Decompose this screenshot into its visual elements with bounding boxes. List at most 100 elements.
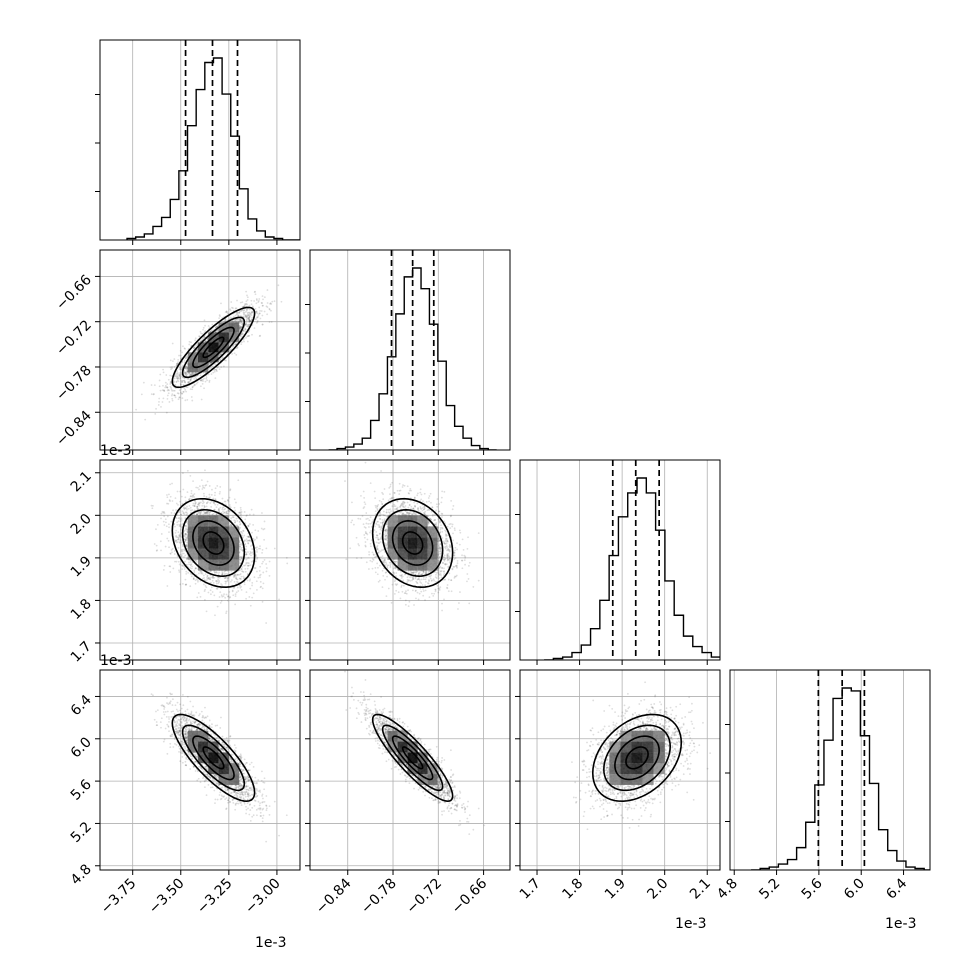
- scatter-point: [188, 380, 191, 383]
- scatter-point: [235, 313, 238, 316]
- scatter-point: [216, 329, 219, 332]
- scatter-point: [188, 561, 190, 564]
- scatter-point: [200, 379, 202, 382]
- scatter-point: [188, 372, 191, 374]
- scatter-point: [163, 390, 166, 393]
- scatter-point: [232, 320, 235, 323]
- scatter-point: [245, 308, 248, 311]
- scatter-point: [182, 511, 185, 514]
- scatter-point: [225, 310, 228, 313]
- scatter-point: [230, 301, 233, 303]
- ytick-label: −0.72: [53, 317, 95, 359]
- scatter-point: [245, 325, 248, 328]
- scatter-point: [255, 310, 258, 313]
- scatter-point: [179, 349, 182, 352]
- scatter-point: [217, 508, 220, 511]
- scatter-point: [240, 333, 243, 336]
- scatter-point: [273, 547, 276, 550]
- scatter-point: [165, 386, 168, 388]
- scatter-point: [190, 490, 193, 492]
- scatter-point: [225, 310, 228, 313]
- scatter-point: [215, 326, 217, 329]
- scatter-point: [206, 480, 209, 483]
- scatter-point: [198, 335, 201, 338]
- scatter-point: [191, 372, 194, 375]
- scatter-point: [214, 498, 217, 501]
- scatter-point: [155, 549, 158, 552]
- scatter-point: [212, 575, 215, 578]
- scatter-point: [213, 369, 215, 371]
- scatter-point: [171, 500, 174, 502]
- scatter-point: [237, 320, 240, 323]
- scatter-point: [186, 469, 189, 472]
- scatter-point: [225, 319, 228, 321]
- scatter-point: [270, 321, 273, 323]
- scatter-point: [247, 539, 249, 542]
- scatter-point: [189, 379, 192, 382]
- scatter-point: [244, 324, 247, 327]
- scatter-point: [249, 604, 252, 607]
- scatter-point: [248, 318, 251, 321]
- scatter-point: [176, 377, 179, 380]
- scatter-point: [227, 599, 229, 602]
- scatter-point: [202, 484, 204, 487]
- scatter-point: [169, 552, 172, 555]
- scatter-point: [176, 521, 179, 524]
- scatter-point: [249, 313, 252, 316]
- scatter-point: [259, 576, 261, 579]
- scatter-point: [212, 501, 215, 504]
- scatter-point: [232, 594, 235, 597]
- scatter-point: [209, 330, 212, 333]
- scatter-point: [234, 603, 237, 606]
- scatter-point: [162, 511, 165, 514]
- scatter-point: [246, 335, 249, 338]
- scatter-point: [205, 377, 208, 380]
- scatter-point: [240, 509, 242, 511]
- scatter-point: [170, 368, 172, 371]
- scatter-point: [182, 376, 184, 379]
- scatter-point: [207, 363, 210, 365]
- scatter-point: [184, 388, 187, 391]
- scatter-point: [239, 548, 242, 551]
- scatter-point: [196, 348, 198, 351]
- scatter-point: [179, 384, 182, 386]
- scatter-point: [245, 321, 248, 324]
- scatter-point: [183, 359, 186, 362]
- scatter-point: [246, 317, 249, 319]
- scatter-point: [263, 559, 266, 561]
- scatter-point: [233, 574, 236, 577]
- scatter-point: [235, 501, 237, 504]
- scatter-point: [241, 570, 244, 573]
- scatter-point: [181, 379, 184, 382]
- scatter-point: [221, 356, 224, 359]
- scatter-point: [239, 319, 242, 322]
- scatter-point: [199, 379, 202, 382]
- scatter-point: [241, 309, 244, 312]
- scatter-point: [254, 307, 257, 310]
- scatter-point: [234, 509, 237, 512]
- scatter-point: [240, 547, 243, 549]
- scatter-point: [186, 369, 189, 372]
- scatter-point: [186, 491, 189, 494]
- scatter-point: [206, 510, 209, 513]
- scatter-point: [249, 320, 252, 322]
- scatter-point: [229, 316, 232, 319]
- scatter-point: [171, 482, 173, 485]
- scatter-point: [205, 495, 208, 498]
- scatter-point: [230, 524, 233, 527]
- scatter-point: [258, 569, 261, 572]
- scatter-point: [176, 376, 178, 378]
- scatter-point: [246, 340, 249, 343]
- scatter-point: [203, 512, 206, 514]
- scatter-point: [178, 517, 181, 519]
- scatter-point: [191, 373, 194, 376]
- scatter-point: [140, 393, 143, 396]
- scatter-point: [183, 361, 186, 364]
- scatter-point: [207, 577, 210, 580]
- scatter-point: [251, 311, 254, 314]
- scatter-point: [171, 399, 174, 402]
- scatter-point: [184, 366, 187, 369]
- scatter-point: [226, 580, 229, 583]
- scatter-point: [209, 330, 212, 333]
- scatter-point: [189, 374, 192, 376]
